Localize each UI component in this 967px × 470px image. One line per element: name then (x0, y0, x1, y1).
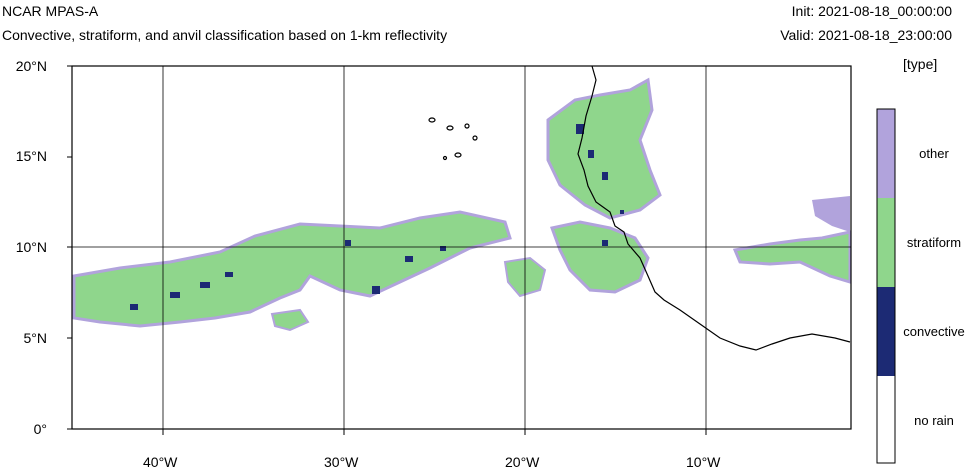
gridlines (72, 66, 851, 429)
africa-coastline (577, 65, 851, 351)
axis-ticks (67, 65, 707, 435)
convective-cell (200, 282, 210, 288)
colorbar-swatch-convective (877, 287, 895, 376)
lon-label-10w: 10°W (686, 454, 721, 470)
colorbar-label-stratiform: stratiform (906, 235, 962, 250)
lat-label-5n: 5°N (23, 330, 48, 346)
lat-label-20n: 20°N (15, 58, 47, 74)
island (446, 125, 454, 131)
convective-cells (130, 124, 624, 310)
convective-cell (602, 240, 608, 246)
init-time: Init: 2021-08-18_00:00:00 (791, 3, 952, 19)
island (454, 152, 462, 158)
valid-time: Valid: 2021-08-18_23:00:00 (780, 27, 952, 43)
colorbar-label-no-rain: no rain (914, 413, 954, 428)
plot-subtitle: Convective, stratiform, and anvil classi… (2, 27, 448, 43)
island (442, 155, 448, 161)
colorbar-swatch-no-rain (877, 376, 895, 463)
lon-label-40w: 40°W (143, 454, 178, 470)
colorbar-swatch-stratiform (877, 198, 895, 287)
island (472, 135, 478, 141)
stratiform-region (72, 210, 512, 328)
colorbar-label-convective: convective (903, 324, 965, 339)
colorbar (876, 108, 896, 464)
convective-cell (225, 272, 233, 277)
other-region (812, 196, 850, 232)
convective-cell (170, 292, 180, 298)
island (464, 123, 470, 129)
colorbar-label-other: other (919, 146, 949, 161)
convective-cell (440, 246, 446, 251)
convective-cell (576, 124, 584, 134)
stratiform-region (732, 230, 852, 285)
precip-field (72, 77, 852, 332)
convective-cell (345, 240, 351, 246)
lat-label-15n: 15°N (15, 148, 47, 164)
lon-label-20w: 20°W (505, 454, 540, 470)
stratiform-region (550, 220, 650, 294)
convective-cell (405, 256, 413, 262)
colorbar-swatch-other (877, 109, 895, 198)
convective-cell (620, 210, 624, 214)
stratiform-region (270, 308, 310, 332)
convective-cell (130, 304, 138, 310)
colorbar-units: [type] (903, 56, 938, 72)
convective-cell (602, 172, 608, 180)
lat-label-0: 0° (33, 421, 47, 437)
island (428, 117, 436, 123)
convective-cell (372, 286, 380, 294)
stratiform-region (546, 77, 662, 220)
plot-title: NCAR MPAS-A (2, 3, 99, 19)
colorbar-frame (876, 108, 896, 464)
lat-label-10n: 10°N (15, 239, 47, 255)
convective-cell (588, 150, 594, 158)
lon-label-30w: 30°W (324, 454, 359, 470)
coastline (428, 65, 851, 351)
